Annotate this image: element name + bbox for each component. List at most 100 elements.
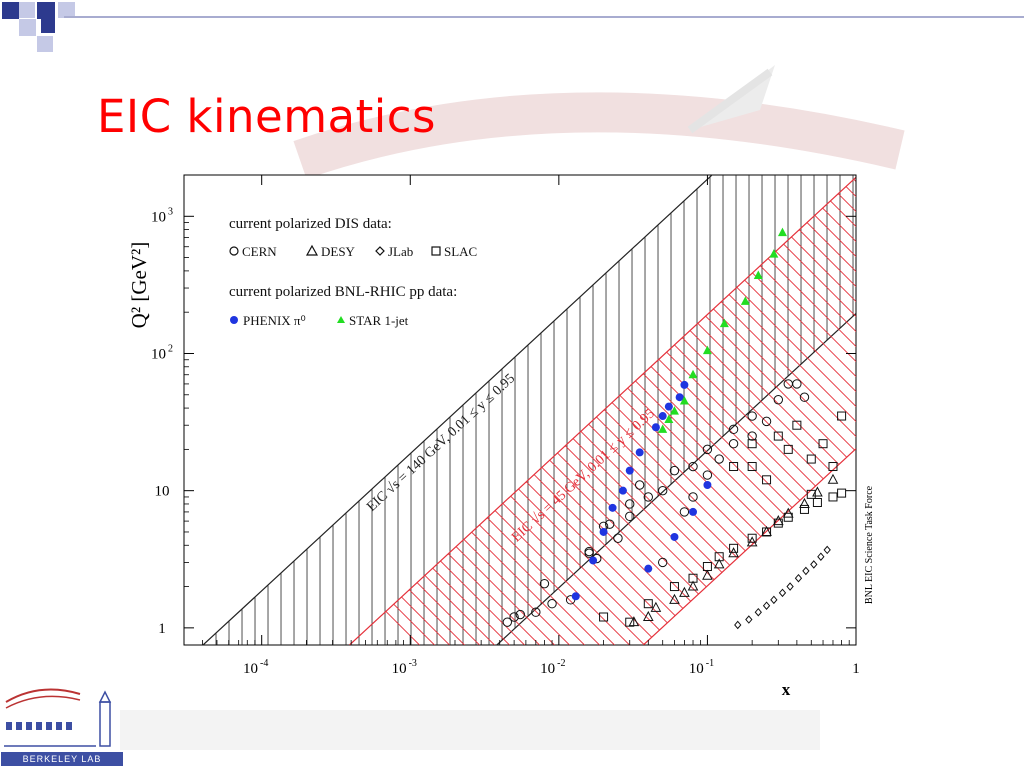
hatch-line	[879, 175, 880, 645]
data-point	[539, 578, 550, 589]
data-point	[658, 412, 667, 421]
data-point	[502, 617, 513, 627]
data-point	[827, 473, 839, 484]
data-point	[547, 599, 557, 609]
corner-square-light	[37, 36, 53, 52]
data-point	[618, 486, 627, 495]
data-point	[778, 588, 787, 598]
data-point	[792, 379, 802, 389]
data-point	[818, 439, 828, 449]
x-tick-label: 1	[852, 661, 860, 677]
data-point	[515, 609, 525, 620]
data-point	[657, 557, 668, 568]
data-point	[702, 569, 713, 580]
data-point	[688, 461, 698, 472]
legend-marker-phenix	[230, 316, 238, 324]
side-label: BNL EIC Science Task Force	[864, 485, 875, 604]
data-point	[625, 499, 635, 509]
x-tick-label: 10 -3	[392, 658, 417, 677]
data-point	[657, 485, 668, 496]
hatch-line	[744, 177, 856, 645]
legend-heading-dis: current polarized DIS data:	[229, 216, 392, 232]
legend-heading-rhic: current polarized BNL-RHIC pp data:	[229, 284, 457, 300]
data-point	[786, 582, 794, 591]
data-point	[714, 552, 724, 562]
data-point	[713, 558, 725, 569]
data-point	[773, 518, 783, 528]
data-point	[747, 462, 757, 472]
data-point	[670, 532, 679, 541]
hatch-line	[349, 177, 555, 645]
data-point	[599, 527, 608, 536]
data-point	[799, 497, 810, 508]
series-phenix-	[571, 380, 712, 601]
y-tick-label: 10	[155, 484, 170, 500]
hatch-line	[349, 177, 540, 645]
legend-label-star: STAR 1-jet	[349, 313, 409, 328]
corner-square-dark	[37, 2, 55, 19]
corner-square-light	[58, 2, 75, 18]
data-point	[651, 423, 660, 432]
hatch-line	[729, 177, 856, 645]
data-point	[762, 601, 771, 610]
hatch-line	[349, 177, 585, 645]
data-point	[650, 601, 662, 612]
data-point	[688, 492, 698, 502]
data-point	[719, 318, 729, 328]
data-point	[669, 582, 679, 592]
data-point	[828, 492, 838, 502]
band-edge-lower	[642, 448, 856, 645]
data-point	[747, 431, 757, 441]
data-point	[669, 465, 680, 476]
legend-marker-jlab	[375, 246, 385, 256]
hatch-line	[759, 177, 856, 645]
data-point	[702, 345, 712, 355]
data-point	[769, 249, 779, 258]
data-point	[729, 462, 739, 472]
data-point	[664, 402, 673, 411]
data-point	[688, 573, 698, 583]
legend-marker-cern	[229, 246, 239, 256]
data-point	[754, 607, 762, 617]
legend-marker-slac	[431, 246, 441, 256]
x-tick-label: 10 -1	[689, 658, 714, 677]
band-edge-upper	[202, 175, 713, 645]
data-point	[703, 480, 712, 489]
data-point	[802, 566, 810, 576]
data-point	[643, 492, 653, 502]
data-point	[762, 475, 772, 485]
top-rule	[64, 16, 1024, 18]
data-point	[680, 380, 689, 389]
hatch-line	[349, 177, 570, 645]
data-point	[745, 615, 753, 624]
data-point	[773, 395, 784, 405]
data-point	[728, 424, 739, 435]
band-edge-lower	[496, 312, 856, 645]
data-point	[605, 519, 615, 529]
legend: current polarized DIS data: CERN DESY JL…	[229, 216, 477, 328]
data-point	[688, 369, 698, 379]
legend-label-cern: CERN	[242, 244, 277, 259]
data-point	[625, 617, 635, 627]
data-point	[679, 396, 689, 405]
data-point	[806, 454, 816, 464]
legend-label-phenix: PHENIX π⁰	[243, 313, 306, 328]
data-point	[679, 586, 690, 597]
data-point	[687, 580, 699, 591]
legend-label-desy: DESY	[321, 244, 356, 259]
series-star-1-jet	[658, 227, 787, 433]
data-point	[689, 507, 698, 516]
data-point	[643, 599, 653, 609]
data-point	[740, 296, 750, 305]
legend-label-jlab: JLab	[388, 244, 413, 259]
corner-square-dark	[41, 19, 55, 33]
series-cern	[502, 379, 810, 627]
data-point	[783, 512, 793, 522]
corner-square-dark	[2, 2, 19, 19]
data-point	[625, 511, 635, 522]
data-point	[679, 507, 690, 517]
hatch-line	[714, 177, 856, 645]
series-slac	[599, 411, 847, 627]
data-point	[837, 488, 847, 498]
hatch-line	[349, 177, 525, 645]
